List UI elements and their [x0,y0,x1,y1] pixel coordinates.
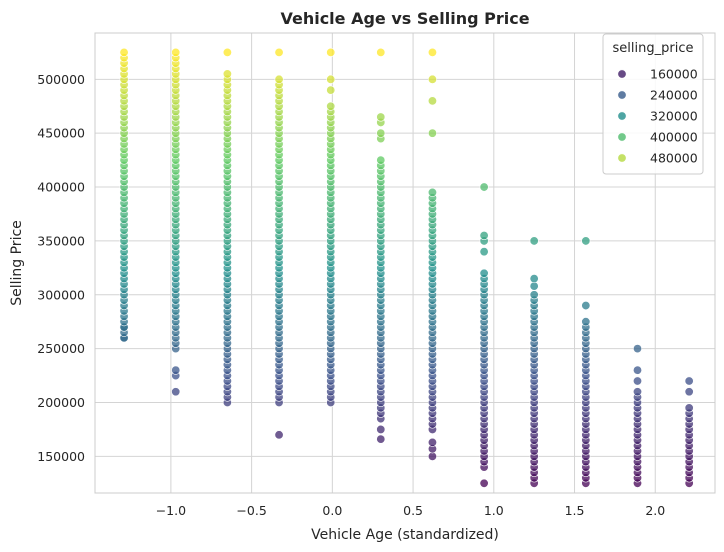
data-point [376,155,386,165]
data-point [222,69,232,79]
y-tick-label: 150000 [37,449,85,464]
data-point [326,85,336,95]
legend-box [602,33,704,175]
data-point [326,74,336,84]
data-point [684,403,694,413]
legend-label: 400000 [650,130,698,145]
x-axis-label: Vehicle Age (standardized) [311,527,499,543]
y-tick-label: 200000 [37,395,85,410]
data-point [684,376,694,386]
data-point [119,47,129,57]
data-point [274,47,284,57]
data-point [581,236,591,246]
data-point [529,281,539,291]
data-point [632,365,642,375]
data-point [222,47,232,57]
legend-marker [617,69,627,79]
y-tick-label: 400000 [37,180,85,195]
data-point [427,437,437,447]
y-axis-label: Selling Price [9,220,25,306]
data-point [427,187,437,197]
data-point [326,101,336,111]
plot-frame [94,32,716,494]
data-point [427,74,437,84]
x-tick-label: 0.5 [403,503,423,518]
x-tick-label: 1.0 [484,503,504,518]
data-point [632,376,642,386]
data-point [171,387,181,397]
data-point [632,387,642,397]
data-point [581,317,591,327]
data-point [376,424,386,434]
data-point [479,268,489,278]
data-point [479,478,489,488]
tick-layer: −1.0 −0.5 0.0 0.5 1.0 1.5 2.0 150000 200000 25000… [37,72,665,518]
x-tick-label: 2.0 [645,503,665,518]
data-point [581,301,591,311]
x-tick-label: 0.0 [322,503,342,518]
data-point [171,365,181,375]
legend: selling_price 160000 240000 320000 400000 48… [602,33,704,175]
legend-label: 240000 [650,88,698,103]
legend-title: selling_price [613,41,694,56]
points-layer [119,47,694,488]
data-point [632,344,642,354]
legend-label: 320000 [650,109,698,124]
data-point [427,96,437,106]
x-tick-label: −0.5 [236,503,266,518]
data-point [479,182,489,192]
data-point [529,236,539,246]
data-point [376,47,386,57]
legend-marker [617,90,627,100]
legend-marker [617,132,627,142]
data-point [479,231,489,241]
data-point [376,128,386,138]
data-point [427,451,437,461]
y-tick-label: 250000 [37,341,85,356]
data-point [274,430,284,440]
data-point [427,128,437,138]
y-tick-label: 500000 [37,72,85,87]
y-tick-label: 350000 [37,233,85,248]
data-point [326,47,336,57]
data-point [427,47,437,57]
legend-label: 160000 [650,67,698,82]
legend-entries: 160000 240000 320000 400000 480000 [617,67,698,166]
x-tick-label: −1.0 [156,503,186,518]
y-tick-label: 300000 [37,287,85,302]
data-point [376,434,386,444]
data-point [529,290,539,300]
data-point [684,387,694,397]
legend-label: 480000 [650,151,698,166]
y-tick-label: 450000 [37,126,85,141]
legend-marker [617,111,627,121]
data-point [479,247,489,257]
data-point [529,274,539,284]
chart-title: Vehicle Age vs Selling Price [280,9,529,28]
data-point [274,74,284,84]
legend-marker [617,153,627,163]
x-tick-label: 1.5 [565,503,585,518]
data-point [171,47,181,57]
data-point [376,112,386,122]
